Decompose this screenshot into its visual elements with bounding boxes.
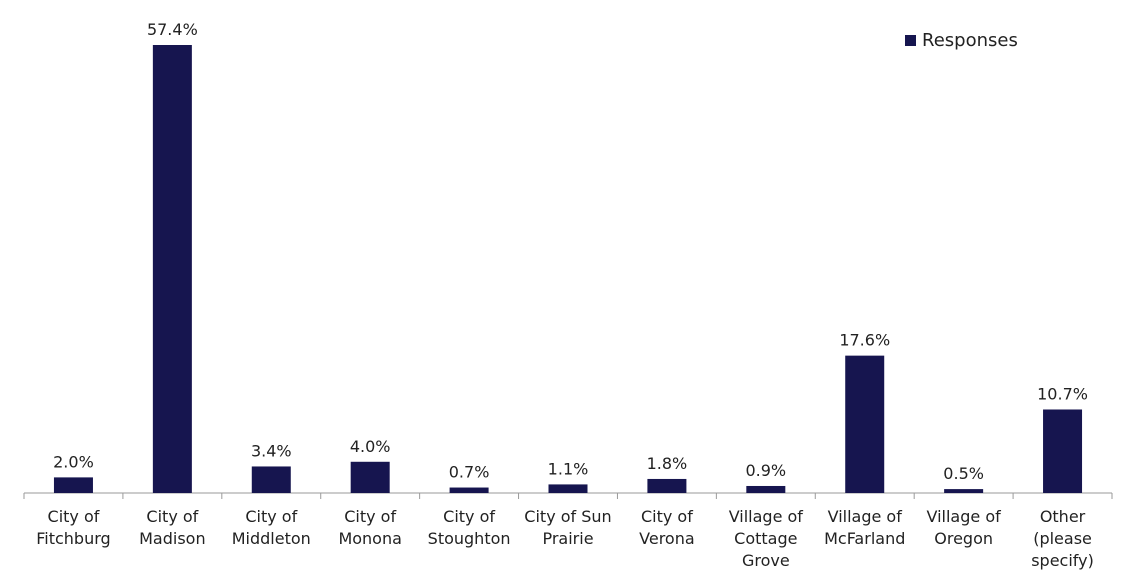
x-tick-label: City of Monona	[338, 507, 401, 548]
x-tick-label-line: McFarland	[824, 529, 905, 548]
x-tick-label: Village of Cottage Grove	[729, 507, 804, 570]
bar	[845, 355, 885, 493]
data-label: 1.1%	[548, 459, 589, 478]
x-tick-label-line: Middleton	[232, 529, 311, 548]
bar	[944, 489, 984, 493]
x-tick-label: Village of Oregon	[927, 507, 1002, 548]
bar	[746, 485, 786, 493]
x-tick-label: City of Middleton	[232, 507, 311, 548]
data-label: 10.7%	[1037, 384, 1088, 403]
data-label: 57.4%	[147, 20, 198, 39]
data-label: 0.9%	[745, 461, 786, 480]
x-tick-label-line: City of	[48, 507, 100, 526]
bar	[152, 45, 192, 493]
legend-swatch	[905, 35, 916, 46]
data-label: 1.8%	[647, 454, 688, 473]
bar	[548, 484, 588, 493]
data-label: 0.7%	[449, 463, 490, 482]
x-tick-label-line: City of	[641, 507, 693, 526]
x-tick-label-line: Grove	[742, 551, 790, 570]
x-tick-label: City of Stoughton	[428, 507, 511, 548]
data-label: 2.0%	[53, 452, 94, 471]
data-label: 3.4%	[251, 441, 292, 460]
data-label: 17.6%	[839, 331, 890, 350]
bar	[53, 477, 93, 493]
x-tick-label-line: City of	[344, 507, 396, 526]
chart-legend: Responses	[905, 30, 1018, 51]
x-tick-label-line: Village of	[729, 507, 804, 526]
bar	[647, 478, 687, 493]
x-tick-label-line: City of	[443, 507, 495, 526]
data-label: 4.0%	[350, 437, 391, 456]
x-tick-label-line: City of	[146, 507, 198, 526]
x-tick-label-line: Verona	[639, 529, 695, 548]
bar	[350, 461, 390, 493]
x-tick-label-line: Fitchburg	[36, 529, 110, 548]
x-tick-label-line: specify)	[1031, 551, 1094, 570]
x-tick-label-line: City of Sun	[524, 507, 611, 526]
x-tick-label-line: City of	[245, 507, 297, 526]
x-tick-label-line: Other	[1040, 507, 1086, 526]
x-tick-label-line: Oregon	[934, 529, 993, 548]
x-tick-label: Village of McFarland	[824, 507, 905, 548]
x-tick-label-line: Cottage	[734, 529, 797, 548]
data-label: 0.5%	[943, 464, 984, 483]
x-tick-label-line: Madison	[139, 529, 205, 548]
legend-label: Responses	[922, 30, 1018, 51]
x-tick-label: City of Sun Prairie	[524, 507, 611, 548]
x-tick-label: City of Madison	[139, 507, 205, 548]
x-tick-label-line: Village of	[927, 507, 1002, 526]
x-tick-label-line: (please	[1033, 529, 1092, 548]
x-tick-label: City of Verona	[639, 507, 695, 548]
x-tick-label-line: Prairie	[542, 529, 593, 548]
x-tick-label-line: Stoughton	[428, 529, 511, 548]
x-tick-label: City of Fitchburg	[36, 507, 110, 548]
x-tick-label-line: Village of	[828, 507, 903, 526]
bar	[251, 466, 291, 493]
x-tick-label-line: Monona	[338, 529, 401, 548]
bar	[1043, 409, 1083, 493]
bar	[449, 487, 489, 493]
x-tick-label: Other (please specify)	[1031, 507, 1094, 570]
